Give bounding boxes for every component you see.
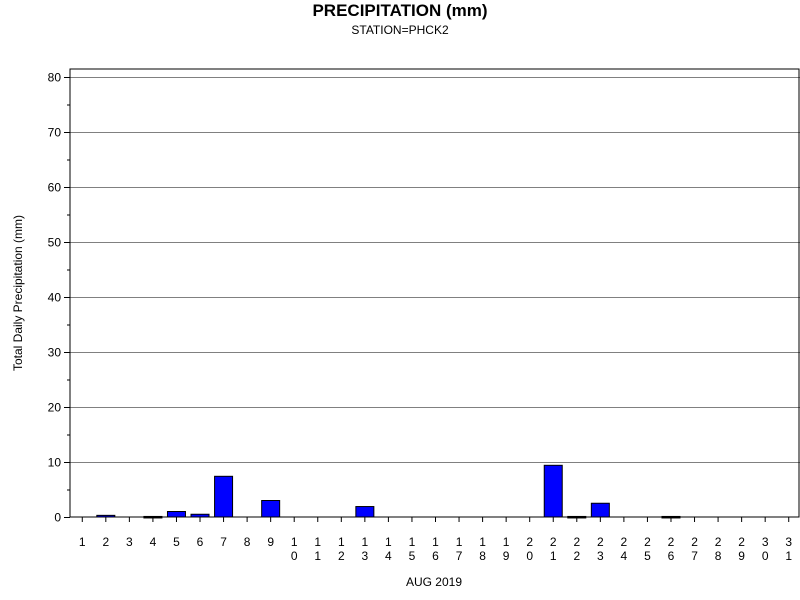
x-tick-label: 1 — [79, 535, 86, 549]
chart-subtitle: STATION=PHCK2 — [351, 23, 449, 37]
plot-frame — [69, 68, 800, 518]
x-tick-label: 8 — [244, 535, 251, 549]
gridlines — [70, 77, 800, 463]
bar-day-5 — [166, 511, 186, 518]
x-tick-label: 2 — [102, 535, 109, 549]
bar-day-7 — [214, 475, 234, 518]
chart-title: PRECIPITATION (mm) — [312, 1, 488, 20]
x-tick-label: 4 — [150, 535, 157, 549]
y-tick-label: 50 — [48, 236, 62, 250]
x-tick-label: 7 — [220, 535, 227, 549]
bar-day-23 — [590, 502, 610, 518]
x-tick-label: 6 — [197, 535, 204, 549]
y-tick-label: 40 — [48, 291, 62, 305]
y-axis-label: Total Daily Precipitation (mm) — [11, 215, 25, 371]
x-axis-label: AUG 2019 — [406, 575, 462, 589]
x-tick-label: 5 — [173, 535, 180, 549]
bars — [96, 464, 681, 519]
y-tick-label: 30 — [48, 346, 62, 360]
y-tick-label: 0 — [54, 511, 61, 525]
bar-day-13 — [355, 506, 375, 518]
y-tick-label: 20 — [48, 401, 62, 415]
axes — [64, 68, 800, 522]
y-tick-label: 10 — [48, 456, 62, 470]
y-tick-label: 80 — [48, 71, 62, 85]
bar-day-21 — [543, 464, 563, 518]
y-tick-label: 70 — [48, 126, 62, 140]
bar-day-9 — [261, 500, 281, 518]
x-tick-label: 9 — [267, 535, 274, 549]
x-tick-label: 3 — [126, 535, 133, 549]
y-tick-label: 60 — [48, 181, 62, 195]
